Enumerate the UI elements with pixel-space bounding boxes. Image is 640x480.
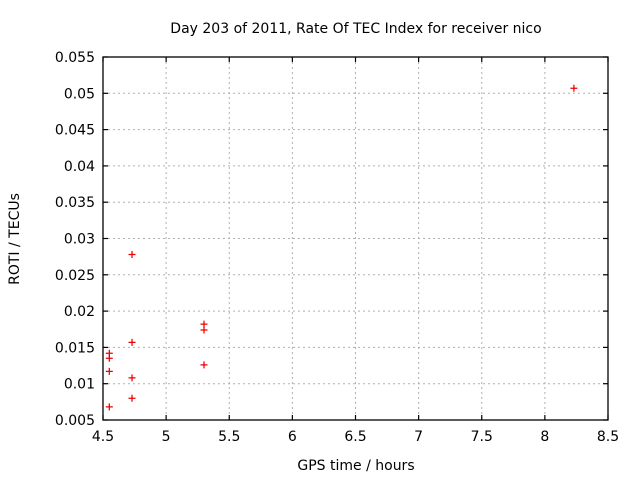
y-tick-label: 0.055 <box>55 50 95 66</box>
y-tick-label: 0.03 <box>64 232 95 248</box>
x-tick-label: 4.5 <box>92 429 114 445</box>
x-tick-label: 6 <box>288 429 297 445</box>
data-point-marker <box>200 326 208 334</box>
x-tick-label: 7.5 <box>471 429 493 445</box>
data-point-marker <box>570 84 578 92</box>
x-tick-label: 8.5 <box>597 429 619 445</box>
y-tick-label: 0.05 <box>64 86 95 102</box>
data-point-marker <box>200 361 208 369</box>
y-tick-label: 0.045 <box>55 123 95 139</box>
y-tick-label: 0.01 <box>64 377 95 393</box>
plot-border <box>102 56 609 421</box>
data-point-marker <box>105 354 113 362</box>
plot-frame <box>102 56 609 421</box>
y-tick-label: 0.025 <box>55 268 95 284</box>
chart-title: Day 203 of 2011, Rate Of TEC Index for r… <box>170 21 541 37</box>
data-points <box>105 84 578 411</box>
x-tick-label: 6.5 <box>344 429 366 445</box>
data-point-marker <box>128 250 136 258</box>
tick-labels: 4.5 5 5.5 6 6.5 7 7.5 8 8.5 0.005 0.01 0.015 0.02 0.0… <box>55 50 619 445</box>
data-point-marker <box>105 367 113 375</box>
y-tick-label: 0.035 <box>55 195 95 211</box>
x-tick-label: 5 <box>162 429 171 445</box>
data-point-marker <box>128 394 136 402</box>
x-tick-label: 5.5 <box>218 429 240 445</box>
y-axis-label: ROTI / TECUs <box>7 193 23 285</box>
y-tick-label: 0.005 <box>55 413 95 429</box>
grid-lines <box>103 57 608 420</box>
y-tick-label: 0.04 <box>64 159 95 175</box>
x-tick-label: 7 <box>414 429 423 445</box>
data-point-marker <box>128 374 136 382</box>
y-tick-label: 0.02 <box>64 304 95 320</box>
x-axis-label: GPS time / hours <box>297 458 414 474</box>
y-tick-label: 0.015 <box>55 340 95 356</box>
data-point-marker <box>105 403 113 411</box>
x-tick-label: 8 <box>540 429 549 445</box>
data-point-marker <box>128 338 136 346</box>
